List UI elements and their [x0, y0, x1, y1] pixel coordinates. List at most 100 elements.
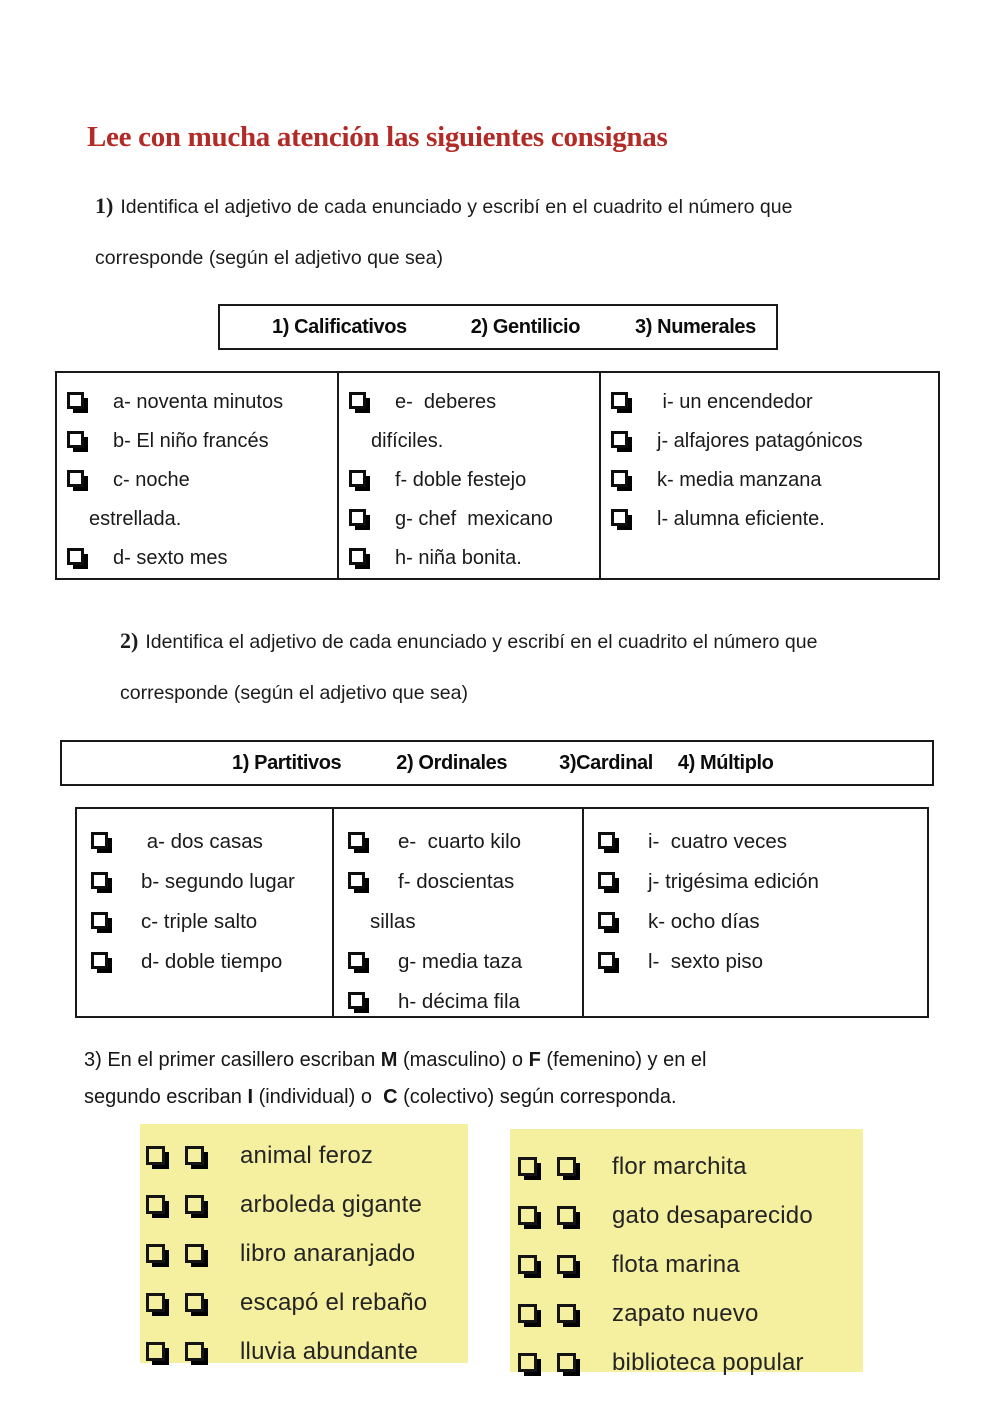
checkbox-icon[interactable]	[185, 1293, 204, 1312]
item-label: gato desaparecido	[612, 1201, 813, 1229]
checkbox-icon[interactable]	[611, 392, 628, 409]
checkbox-icon[interactable]	[349, 392, 366, 409]
checkbox-icon[interactable]	[67, 431, 84, 448]
checkbox-icon[interactable]	[146, 1342, 165, 1361]
item-label: zapato nuevo	[612, 1299, 759, 1327]
list-item: c- triple salto	[91, 902, 324, 942]
item-label: a- noventa minutos	[113, 391, 284, 413]
item-label-line2: estrellada.	[89, 508, 182, 530]
checkbox-icon[interactable]	[518, 1157, 537, 1176]
worksheet-row: zapato nuevo	[518, 1289, 863, 1338]
list-item: f- doscientas sillas	[348, 862, 570, 942]
category-label: 1) Partitivos	[232, 751, 342, 774]
checkbox-icon[interactable]	[146, 1293, 165, 1312]
list-item: b- El niño francés	[67, 422, 329, 461]
instruction-line: segundo escriban I (individual) o C (col…	[84, 1079, 884, 1116]
item-label: k- media manzana	[657, 469, 822, 491]
checkbox-icon[interactable]	[146, 1146, 165, 1165]
checkbox-icon[interactable]	[598, 912, 615, 929]
item-label-line2: sillas	[370, 910, 416, 933]
exercise2-instruction: 2) Identifica el adjetivo de cada enuncia…	[120, 615, 900, 719]
item-label: g- chef mexicano	[395, 508, 553, 530]
list-item: i- un encendedor	[611, 383, 930, 422]
checkbox-icon[interactable]	[91, 952, 108, 969]
item-label: j- alfajores patagónicos	[657, 430, 863, 452]
instruction-text: Identifica el adjetivo de cada enunciado…	[145, 631, 818, 653]
checkbox-icon[interactable]	[598, 952, 615, 969]
checkbox-icon[interactable]	[91, 912, 108, 929]
exercise2-table: a- dos casas b- segundo lugar c- triple …	[75, 807, 929, 1018]
checkbox-icon[interactable]	[67, 548, 84, 565]
exercise3-instruction: 3) En el primer casillero escriban M (ma…	[84, 1042, 884, 1116]
item-label: l- alumna eficiente.	[657, 508, 825, 530]
checkbox-icon[interactable]	[518, 1206, 537, 1225]
checkbox-icon[interactable]	[146, 1195, 165, 1214]
instruction-text: 3) En el primer casillero escriban	[84, 1049, 381, 1071]
category-label: 3)Cardinal	[559, 751, 653, 774]
item-label: flota marina	[612, 1250, 740, 1278]
checkbox-icon[interactable]	[349, 509, 366, 526]
checkbox-icon[interactable]	[185, 1146, 204, 1165]
checkbox-icon[interactable]	[611, 431, 628, 448]
checkbox-icon[interactable]	[146, 1244, 165, 1263]
checkbox-icon[interactable]	[185, 1244, 204, 1263]
checkbox-icon[interactable]	[557, 1157, 576, 1176]
item-label: e- deberes	[395, 391, 497, 413]
instruction-text: (colectivo) según corresponda.	[397, 1086, 677, 1108]
checkbox-icon[interactable]	[67, 392, 84, 409]
highlighted-list-right: flor marchita gato desaparecido flota ma…	[510, 1129, 863, 1376]
worksheet-row: animal feroz	[146, 1131, 468, 1180]
checkbox-icon[interactable]	[557, 1353, 576, 1372]
item-label: f- doble festejo	[395, 469, 527, 491]
item-label: b- El niño francés	[113, 430, 269, 452]
item-label: h- niña bonita.	[395, 547, 522, 569]
checkbox-icon[interactable]	[557, 1304, 576, 1323]
checkbox-icon[interactable]	[91, 832, 108, 849]
checkbox-icon[interactable]	[185, 1342, 204, 1361]
checkbox-icon[interactable]	[611, 509, 628, 526]
bold-letter: I	[247, 1086, 254, 1108]
table-column: e- cuarto kilo f- doscientas sillas g- me…	[332, 809, 582, 1016]
list-item: c- noche estrellada.	[67, 461, 329, 539]
item-label: i- un encendedor	[657, 391, 813, 413]
checkbox-icon[interactable]	[67, 470, 84, 487]
checkbox-icon[interactable]	[348, 952, 365, 969]
checkbox-icon[interactable]	[185, 1195, 204, 1214]
checkbox-icon[interactable]	[349, 548, 366, 565]
checkbox-icon[interactable]	[557, 1206, 576, 1225]
list-item: l- sexto piso	[598, 942, 919, 982]
checkbox-icon[interactable]	[348, 832, 365, 849]
worksheet-row: gato desaparecido	[518, 1191, 863, 1240]
list-item: f- doble festejo	[349, 461, 581, 500]
exercise2-categories-box: 1) Partitivos 2) Ordinales 3)Cardinal 4)…	[60, 740, 934, 786]
list-item: g- media taza	[348, 942, 570, 982]
item-label: k- ocho días	[648, 910, 760, 933]
checkbox-icon[interactable]	[348, 872, 365, 889]
item-label: arboleda gigante	[240, 1190, 423, 1218]
list-item: k- ocho días	[598, 902, 919, 942]
checkbox-icon[interactable]	[557, 1255, 576, 1274]
worksheet-row: libro anaranjado	[146, 1229, 468, 1278]
list-item: d- doble tiempo	[91, 942, 324, 982]
checkbox-icon[interactable]	[518, 1304, 537, 1323]
checkbox-icon[interactable]	[518, 1353, 537, 1372]
checkbox-icon[interactable]	[91, 872, 108, 889]
checkbox-icon[interactable]	[611, 470, 628, 487]
checkbox-icon[interactable]	[349, 470, 366, 487]
item-label: j- trigésima edición	[648, 870, 819, 893]
item-label: i- cuatro veces	[648, 830, 787, 853]
checkbox-icon[interactable]	[598, 872, 615, 889]
item-label: c- triple salto	[141, 910, 258, 933]
table-column: i- cuatro veces j- trigésima edición k- …	[582, 809, 927, 1016]
instruction-text: (femenino) y en el	[540, 1049, 707, 1071]
instruction-line: 3) En el primer casillero escriban M (ma…	[84, 1042, 884, 1079]
table-column: a- dos casas b- segundo lugar c- triple …	[77, 809, 332, 1016]
checkbox-icon[interactable]	[348, 992, 365, 1009]
checkbox-icon[interactable]	[598, 832, 615, 849]
list-item: h- décima fila	[348, 982, 570, 1022]
item-label: libro anaranjado	[240, 1239, 416, 1267]
bold-letter: C	[383, 1086, 398, 1108]
checkbox-icon[interactable]	[518, 1255, 537, 1274]
instruction-line: 1) Identifica el adjetivo de cada enuncia…	[95, 180, 875, 233]
item-label: b- segundo lugar	[141, 870, 295, 893]
